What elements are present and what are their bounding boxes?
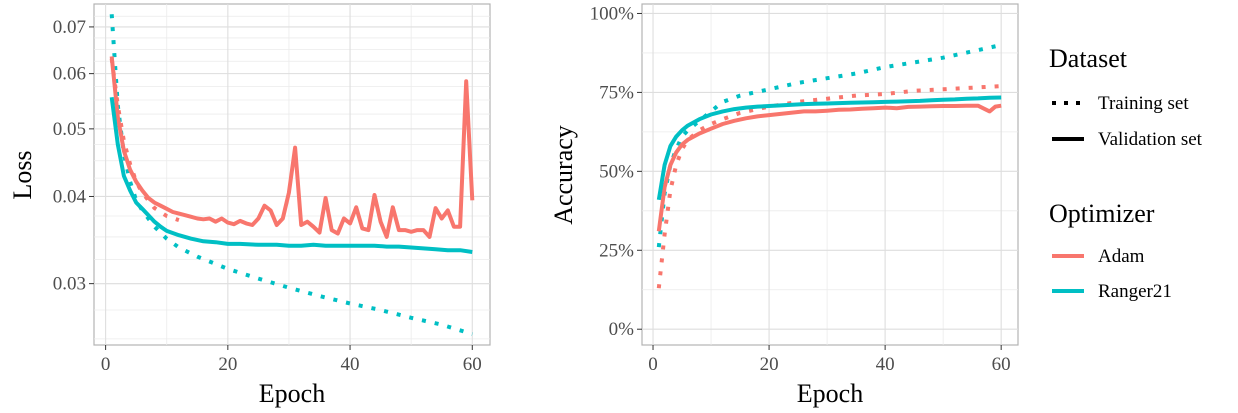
loss-x-tick-label: 60 (463, 354, 482, 375)
accuracy-panel-border (641, 3, 1019, 346)
accuracy-x-tick-label: 40 (876, 354, 895, 375)
accuracy-series-adam-training-set (656, 84, 1002, 289)
accuracy-series-ranger21-validation-set (656, 95, 1002, 201)
accuracy-series-adam-validation-set (656, 103, 1002, 232)
accuracy-panel: 0% 25% 50% 75% 100% 0 20 40 60 Epoch Accuracy (549, 3, 1019, 408)
accuracy-y-tick-label: 0% (609, 319, 635, 340)
loss-series-ranger21-training-set (109, 14, 473, 337)
accuracy-x-ticks: 0 20 40 60 (648, 345, 1011, 375)
loss-y-tick-label: 0.03 (53, 274, 86, 295)
loss-x-tick-label: 0 (101, 354, 111, 375)
accuracy-y-axis-title: Accuracy (549, 125, 578, 225)
loss-series-adam-validation-set (109, 56, 475, 239)
accuracy-x-tick-label: 60 (992, 354, 1011, 375)
legend-label-adam: Adam (1098, 246, 1145, 267)
loss-lines (109, 14, 475, 337)
accuracy-y-ticks: 0% 25% 50% 75% 100% (590, 3, 642, 340)
legend-dataset-title: Dataset (1049, 44, 1128, 73)
loss-y-tick-label: 0.05 (53, 119, 86, 140)
loss-x-ticks: 0 20 40 60 (101, 345, 482, 375)
accuracy-lines (656, 43, 1002, 289)
loss-panel: 0.03 0.04 0.05 0.06 0.07 0 20 40 60 Epoch Loss (8, 3, 491, 408)
loss-y-axis-title: Loss (8, 150, 37, 199)
loss-x-axis-title: Epoch (259, 379, 325, 408)
loss-grid (94, 4, 490, 345)
loss-y-tick-label: 0.07 (53, 17, 86, 38)
loss-y-tick-label: 0.04 (53, 186, 87, 207)
loss-series-ranger21-validation-set (109, 96, 473, 254)
accuracy-x-axis-title: Epoch (797, 379, 863, 408)
legend-optimizer-title: Optimizer (1049, 199, 1155, 228)
legend-label-validation-set: Validation set (1098, 129, 1203, 150)
loss-y-tick-label: 0.06 (53, 64, 86, 85)
loss-x-tick-label: 20 (218, 354, 237, 375)
accuracy-grid (642, 4, 1018, 345)
legend: Dataset Training set Validation set Opti… (1049, 44, 1203, 302)
loss-x-tick-label: 40 (341, 354, 360, 375)
loss-panel-border (93, 3, 491, 346)
accuracy-x-tick-label: 0 (648, 354, 658, 375)
accuracy-x-tick-label: 20 (760, 354, 779, 375)
accuracy-y-tick-label: 50% (599, 161, 634, 182)
legend-label-training-set: Training set (1098, 93, 1189, 114)
legend-label-ranger21: Ranger21 (1098, 281, 1172, 302)
accuracy-y-tick-label: 25% (599, 240, 634, 261)
accuracy-series-ranger21-training-set (656, 43, 1002, 248)
accuracy-y-tick-label: 100% (590, 3, 635, 24)
accuracy-y-tick-label: 75% (599, 82, 634, 103)
loss-y-ticks: 0.03 0.04 0.05 0.06 0.07 (53, 17, 94, 295)
